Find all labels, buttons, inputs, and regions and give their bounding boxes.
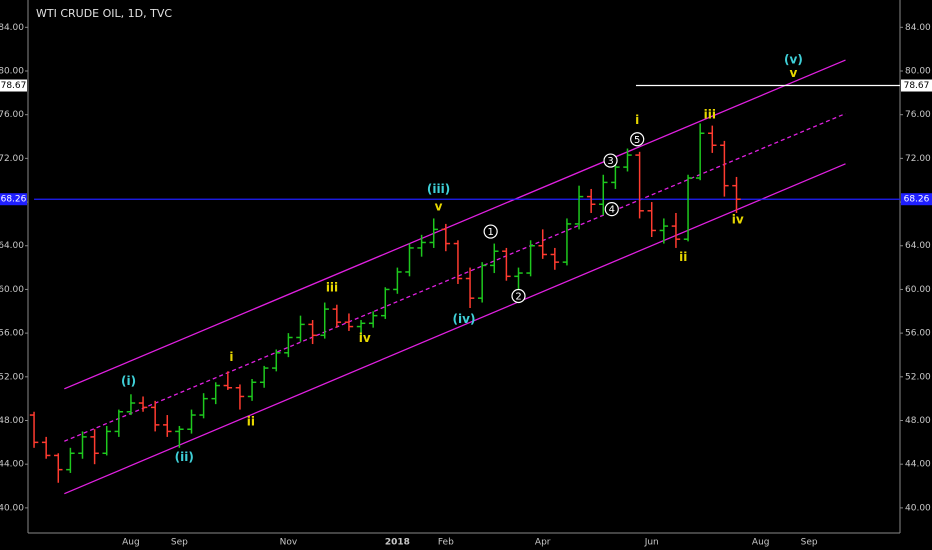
wave-circle xyxy=(483,224,498,239)
price-label-box xyxy=(0,193,27,206)
wave-label: 5 xyxy=(634,135,640,146)
x-tick-label: Feb xyxy=(438,538,454,548)
wave-label: (i) xyxy=(121,374,136,388)
price-label-box xyxy=(901,79,932,92)
wave-label: v xyxy=(435,199,443,213)
wave-label: 2 xyxy=(515,291,521,302)
y-tick-label: 76.00 xyxy=(905,110,931,120)
wave-label: 1 xyxy=(487,227,493,238)
y-tick-label: 60.00 xyxy=(0,285,24,295)
y-tick-label: 48.00 xyxy=(0,416,24,426)
price-label: 68.26 xyxy=(1,195,27,205)
channel-middle xyxy=(64,112,846,442)
wave-label: iv xyxy=(359,331,371,345)
y-tick-label: 56.00 xyxy=(905,329,931,339)
wave-label: i xyxy=(635,113,639,127)
wave-label: (ii) xyxy=(175,450,194,464)
y-tick-label: 40.00 xyxy=(905,503,931,513)
price-label-box xyxy=(901,193,932,206)
x-tick-label: Aug xyxy=(752,538,770,548)
wave-label: i xyxy=(229,350,233,364)
wave-label: iii xyxy=(704,108,716,122)
wave-label: (iii) xyxy=(427,182,450,196)
wave-circle xyxy=(630,132,645,147)
wave-label: (v) xyxy=(784,52,803,66)
y-tick-label: 40.00 xyxy=(0,503,24,513)
price-label: 78.67 xyxy=(904,81,930,91)
price-label: 68.26 xyxy=(904,195,930,205)
wave-circle xyxy=(604,202,619,217)
y-tick-label: 64.00 xyxy=(905,241,931,251)
channel-upper xyxy=(64,59,846,390)
x-tick-label: Jun xyxy=(644,538,659,548)
wave-circle xyxy=(603,153,618,168)
y-tick-label: 64.00 xyxy=(0,241,24,251)
y-tick-label: 44.00 xyxy=(0,460,24,470)
wave-label: (iv) xyxy=(453,312,476,326)
wave-label: 4 xyxy=(609,205,615,216)
y-tick-label: 72.00 xyxy=(905,154,931,164)
price-label-box xyxy=(0,79,27,92)
y-tick-label: 44.00 xyxy=(905,460,931,470)
wave-label: iii xyxy=(326,280,338,294)
x-tick-label: 2018 xyxy=(385,538,410,548)
y-tick-label: 76.00 xyxy=(0,110,24,120)
wave-label: iv xyxy=(732,213,744,227)
x-tick-label: Sep xyxy=(801,538,818,548)
wave-label: v xyxy=(790,66,798,80)
y-tick-label: 80.00 xyxy=(905,66,931,76)
y-tick-label: 56.00 xyxy=(0,329,24,339)
y-tick-label: 72.00 xyxy=(0,154,24,164)
y-tick-label: 60.00 xyxy=(905,285,931,295)
y-tick-label: 48.00 xyxy=(905,416,931,426)
x-tick-label: Sep xyxy=(171,538,188,548)
x-tick-label: Aug xyxy=(122,538,140,548)
wave-label: 3 xyxy=(607,156,613,167)
wave-label: ii xyxy=(247,415,255,429)
chart-title: WTI CRUDE OIL, 1D, TVC xyxy=(36,7,172,20)
y-tick-label: 52.00 xyxy=(0,372,24,382)
x-tick-label: Nov xyxy=(280,538,298,548)
y-tick-label: 84.00 xyxy=(0,23,24,33)
price-label: 78.67 xyxy=(1,81,27,91)
y-tick-label: 84.00 xyxy=(905,23,931,33)
channel-lower xyxy=(64,163,846,495)
wave-circle xyxy=(511,288,526,304)
y-tick-label: 52.00 xyxy=(905,372,931,382)
wave-label: ii xyxy=(679,250,687,264)
x-tick-label: Apr xyxy=(535,538,551,548)
y-tick-label: 80.00 xyxy=(0,66,24,76)
